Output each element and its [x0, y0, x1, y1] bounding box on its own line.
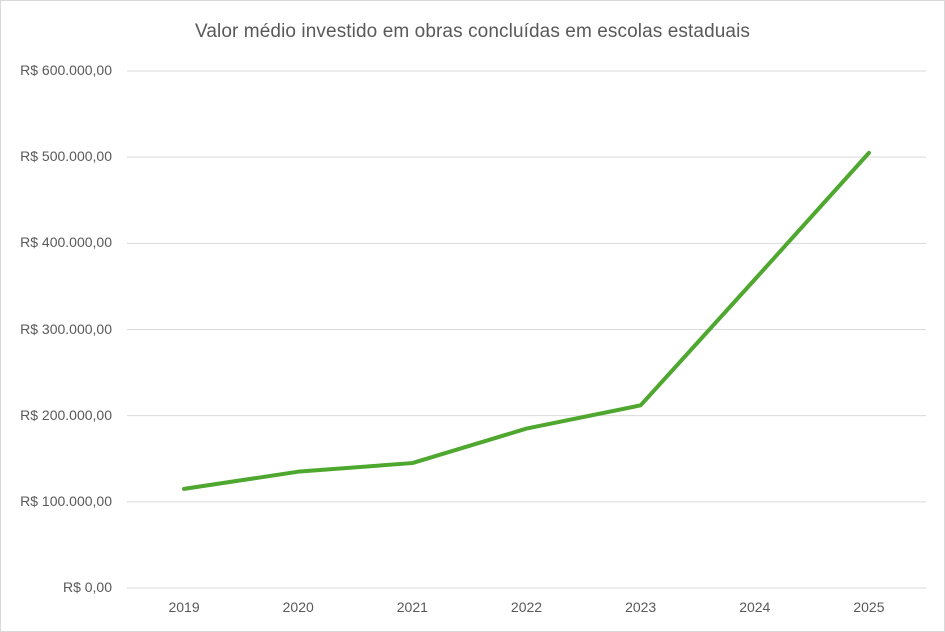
y-tick-label: R$ 300.000,00 [20, 320, 112, 337]
y-tick-label: R$ 100.000,00 [20, 492, 112, 509]
y-tick-label: R$ 0,00 [62, 579, 112, 595]
x-tick-label: 2020 [282, 599, 314, 615]
chart-title: Valor médio investido em obras concluída… [194, 21, 751, 42]
y-tick-label: R$ 200.000,00 [20, 406, 112, 423]
y-tick-label: R$ 600.000,00 [20, 62, 112, 78]
x-tick-label: 2025 [853, 599, 885, 615]
x-tick-label: 2024 [739, 599, 771, 615]
x-tick-label: 2021 [396, 599, 428, 615]
x-tick-label: 2023 [625, 599, 657, 615]
y-tick-label: R$ 500.000,00 [20, 148, 112, 165]
x-tick-label: 2019 [168, 599, 200, 615]
data-line-series [182, 150, 871, 491]
y-tick-label: R$ 400.000,00 [20, 234, 112, 251]
x-tick-label: 2022 [510, 599, 543, 615]
